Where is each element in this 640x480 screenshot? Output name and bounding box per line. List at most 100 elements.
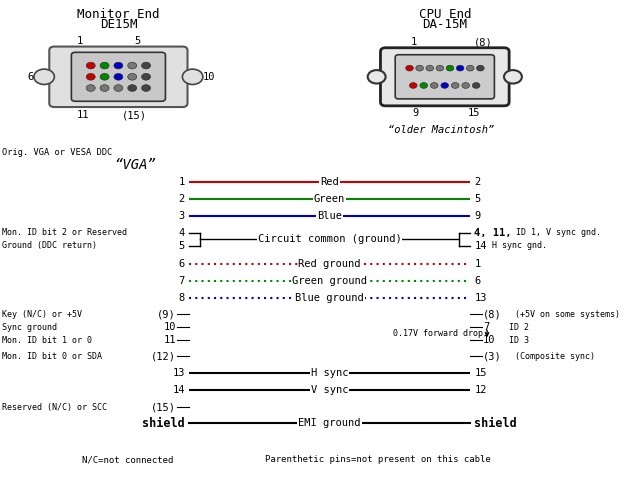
Circle shape	[100, 84, 109, 91]
Circle shape	[34, 69, 54, 84]
Text: DA-15M: DA-15M	[422, 17, 467, 31]
Text: (12): (12)	[151, 351, 176, 361]
Text: 1: 1	[474, 259, 481, 269]
Circle shape	[456, 65, 464, 71]
Text: (9): (9)	[157, 310, 176, 319]
Text: Blue: Blue	[317, 211, 342, 221]
Text: 1: 1	[411, 37, 417, 47]
Circle shape	[86, 84, 95, 91]
Circle shape	[114, 73, 123, 80]
Text: Reserved (N/C) or SCC: Reserved (N/C) or SCC	[2, 403, 107, 411]
Text: (8): (8)	[474, 37, 493, 47]
Circle shape	[141, 73, 150, 80]
Circle shape	[141, 62, 150, 69]
Text: 15: 15	[467, 108, 480, 118]
Text: (8): (8)	[483, 310, 502, 319]
Text: Red: Red	[320, 178, 339, 187]
Circle shape	[430, 83, 438, 88]
Text: ID 3: ID 3	[509, 336, 529, 345]
Circle shape	[416, 65, 424, 71]
Text: 5: 5	[474, 194, 481, 204]
Circle shape	[141, 84, 150, 91]
Text: 12: 12	[474, 385, 487, 395]
Text: 10: 10	[163, 323, 176, 332]
Text: Ground (DDC return): Ground (DDC return)	[2, 241, 97, 250]
Text: shield: shield	[142, 417, 185, 430]
Circle shape	[128, 62, 137, 69]
Circle shape	[114, 84, 123, 91]
Circle shape	[441, 83, 449, 88]
Text: 0.17V forward drop: 0.17V forward drop	[393, 329, 483, 338]
Text: 4: 4	[179, 228, 185, 238]
FancyBboxPatch shape	[71, 52, 165, 101]
Text: ID 2: ID 2	[509, 323, 529, 332]
Text: Sync ground: Sync ground	[2, 323, 57, 332]
Circle shape	[446, 65, 454, 71]
Text: 7: 7	[179, 276, 185, 286]
Circle shape	[462, 83, 470, 88]
Circle shape	[100, 62, 109, 69]
Circle shape	[477, 65, 484, 71]
Text: 9: 9	[413, 108, 419, 118]
Text: Green ground: Green ground	[292, 276, 367, 286]
Circle shape	[182, 69, 203, 84]
Text: Mon. ID bit 0 or SDA: Mon. ID bit 0 or SDA	[2, 352, 102, 360]
Text: Mon. ID bit 2 or Reserved: Mon. ID bit 2 or Reserved	[2, 228, 127, 237]
Circle shape	[114, 62, 123, 69]
Text: 13: 13	[474, 293, 487, 302]
Text: Circuit common (ground): Circuit common (ground)	[258, 234, 401, 244]
Text: 10: 10	[483, 336, 496, 345]
Text: Green: Green	[314, 194, 345, 204]
Text: 4, 11,: 4, 11,	[474, 228, 512, 238]
Text: 13: 13	[172, 369, 185, 378]
Text: 2: 2	[474, 178, 481, 187]
Text: 1: 1	[179, 178, 185, 187]
Text: “VGA”: “VGA”	[114, 158, 156, 172]
Text: 15: 15	[474, 369, 487, 378]
Text: 6: 6	[28, 72, 34, 82]
Text: (+5V on some systems): (+5V on some systems)	[515, 310, 620, 319]
Text: 3: 3	[179, 211, 185, 221]
Text: 11: 11	[77, 110, 90, 120]
Text: Monitor End: Monitor End	[77, 8, 159, 21]
Text: 14: 14	[474, 241, 487, 251]
Text: DE15M: DE15M	[100, 17, 137, 31]
Circle shape	[100, 73, 109, 80]
Text: “older Macintosh”: “older Macintosh”	[388, 125, 495, 134]
Text: Blue ground: Blue ground	[295, 293, 364, 302]
Text: (Composite sync): (Composite sync)	[515, 352, 595, 360]
Text: 6: 6	[179, 259, 185, 269]
FancyBboxPatch shape	[395, 55, 494, 99]
Text: Key (N/C) or +5V: Key (N/C) or +5V	[2, 310, 82, 319]
Text: H sync gnd.: H sync gnd.	[492, 241, 547, 250]
Text: (15): (15)	[151, 402, 176, 412]
FancyBboxPatch shape	[49, 47, 188, 107]
FancyBboxPatch shape	[380, 48, 509, 106]
Text: 5: 5	[179, 241, 185, 251]
Text: CPU End: CPU End	[419, 8, 471, 21]
Text: V sync: V sync	[311, 385, 348, 395]
Text: Orig. VGA or VESA DDC: Orig. VGA or VESA DDC	[2, 148, 112, 157]
Circle shape	[472, 83, 480, 88]
Circle shape	[410, 83, 417, 88]
Text: H sync: H sync	[311, 369, 348, 378]
Circle shape	[426, 65, 434, 71]
Text: 2: 2	[179, 194, 185, 204]
Text: 1: 1	[77, 36, 83, 46]
Circle shape	[467, 65, 474, 71]
Circle shape	[86, 62, 95, 69]
Text: 8: 8	[179, 293, 185, 302]
Text: Mon. ID bit 1 or 0: Mon. ID bit 1 or 0	[2, 336, 92, 345]
Text: 5: 5	[134, 36, 141, 46]
Circle shape	[86, 73, 95, 80]
Text: 14: 14	[172, 385, 185, 395]
Text: N/C=not connected: N/C=not connected	[83, 456, 173, 464]
Text: 11: 11	[163, 336, 176, 345]
Text: ID 1, V sync gnd.: ID 1, V sync gnd.	[516, 228, 602, 237]
Circle shape	[436, 65, 444, 71]
Text: Parenthetic pins=not present on this cable: Parenthetic pins=not present on this cab…	[265, 456, 490, 464]
Text: EMI ground: EMI ground	[298, 419, 361, 428]
Circle shape	[504, 70, 522, 84]
Text: 6: 6	[474, 276, 481, 286]
Text: Red ground: Red ground	[298, 259, 361, 269]
